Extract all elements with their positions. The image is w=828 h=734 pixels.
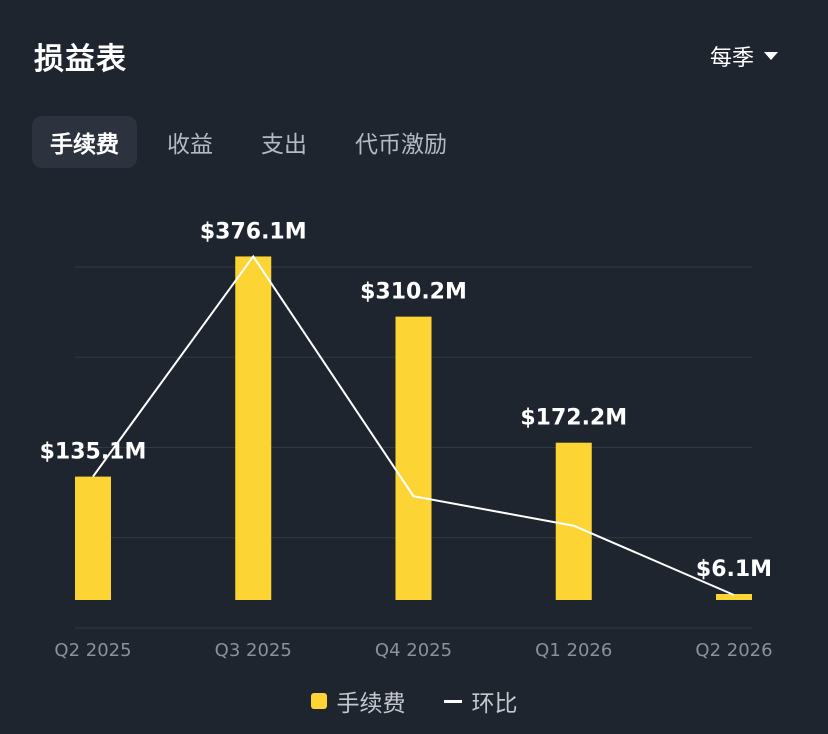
tab-bar: 手续费 收益 支出 代币激励 — [32, 116, 465, 168]
period-label: 每季 — [709, 46, 754, 71]
legend-item-qoq: 环比 — [443, 684, 518, 718]
legend-swatch-fees — [310, 693, 327, 709]
bar-0 — [75, 476, 111, 600]
fees-chart: $135.1M $376.1M $310.2M $172.2M $6.1M Q2 2025… — [40, 219, 773, 661]
tab-expenses[interactable]: 支出 — [261, 132, 307, 158]
bar-4 — [716, 594, 752, 600]
x-tick-label: Q1 2026 — [535, 640, 612, 661]
x-tick-label: Q4 2025 — [375, 640, 452, 661]
page-title: 损益表 — [34, 42, 127, 77]
period-selector[interactable]: 每季 — [710, 40, 778, 72]
caret-down-icon — [764, 52, 778, 60]
tab-revenue[interactable]: 收益 — [167, 132, 213, 158]
data-label: $310.2M — [360, 280, 467, 305]
chart-legend: 手续费 环比 — [0, 684, 828, 718]
legend-label-qoq: 环比 — [471, 691, 518, 717]
x-tick-label: Q2 2026 — [695, 640, 772, 661]
data-label: $135.1M — [40, 440, 147, 465]
bar-1 — [235, 256, 272, 600]
legend-label-fees: 手续费 — [336, 691, 406, 717]
data-label: $172.2M — [520, 406, 627, 431]
tab-fees[interactable]: 手续费 — [32, 116, 137, 168]
x-tick-label: Q2 2025 — [54, 640, 131, 661]
qoq-line — [92, 254, 735, 596]
data-label: $6.1M — [696, 557, 772, 582]
legend-item-fees: 手续费 — [310, 684, 406, 718]
x-tick-label: Q3 2025 — [215, 640, 292, 661]
bar-2 — [395, 316, 432, 600]
legend-swatch-qoq — [443, 699, 462, 703]
data-label: $376.1M — [200, 219, 307, 244]
bar-3 — [555, 442, 592, 600]
tab-token-incentives[interactable]: 代币激励 — [355, 132, 447, 158]
